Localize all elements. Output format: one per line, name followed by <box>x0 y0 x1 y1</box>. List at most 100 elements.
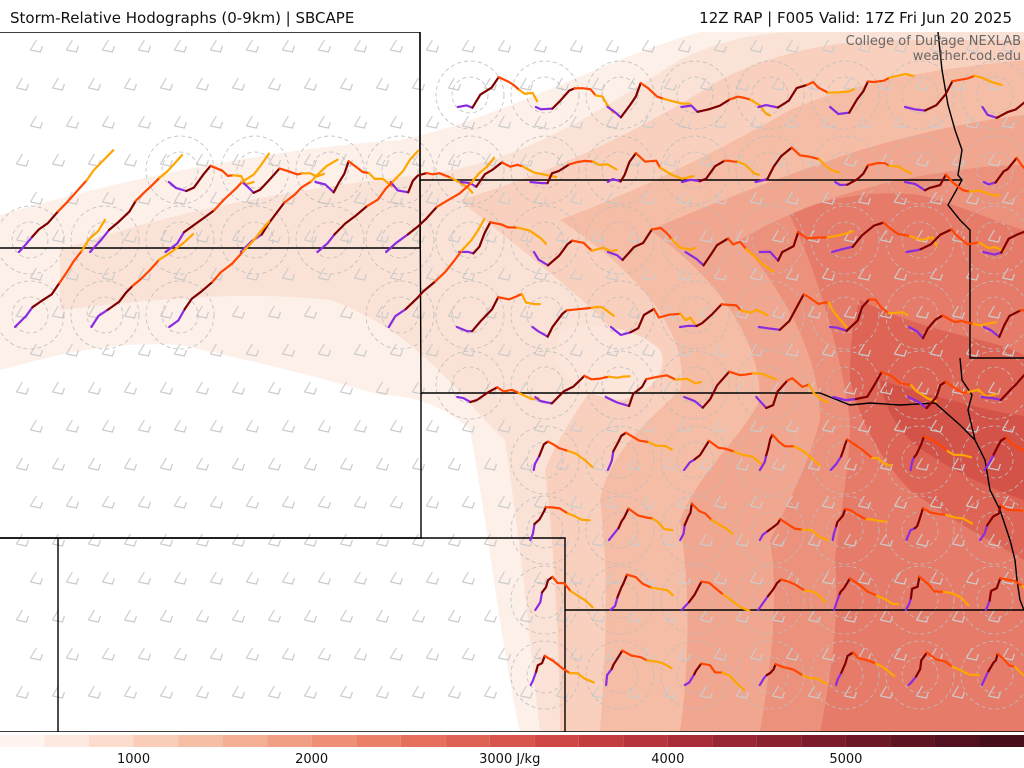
wind-barb <box>281 647 295 661</box>
wind-barb <box>483 609 497 623</box>
wind-barb <box>281 39 295 53</box>
range-ring <box>810 280 880 350</box>
wind-barb <box>303 77 317 91</box>
hodograph <box>907 380 998 410</box>
hodograph-segment <box>973 74 1003 86</box>
hodograph-segment <box>278 167 304 176</box>
range-ring <box>676 441 714 479</box>
wind-barb <box>497 495 511 509</box>
range-ring <box>901 441 939 479</box>
wind-barb <box>785 267 799 281</box>
hodograph <box>982 230 1024 256</box>
wind-barb <box>209 115 223 129</box>
hodograph <box>609 307 698 337</box>
wind-barb <box>425 343 439 357</box>
wind-barb <box>497 419 511 433</box>
wind-barb <box>101 267 115 281</box>
hodograph-segment <box>921 507 948 516</box>
hodograph <box>758 663 828 687</box>
range-ring <box>601 511 639 549</box>
range-ring <box>526 581 564 619</box>
hodograph-segment <box>650 586 674 597</box>
hodograph-segment <box>942 590 970 607</box>
hodograph-segment <box>489 221 519 229</box>
wind-barb <box>641 39 655 53</box>
hodograph-segment <box>627 378 648 408</box>
range-ring <box>381 221 419 259</box>
hodograph-segment <box>846 164 870 186</box>
wind-barb <box>843 305 857 319</box>
wind-barb <box>411 229 425 243</box>
map-area[interactable] <box>0 32 1024 732</box>
hodograph-segment <box>496 386 521 395</box>
hodograph-segment <box>777 231 800 262</box>
hodograph-segment <box>848 80 869 114</box>
hodograph-segment <box>569 589 594 609</box>
wind-barb <box>1001 647 1015 661</box>
wind-barb <box>303 685 317 699</box>
hodograph-segment <box>950 228 981 246</box>
wind-barb <box>15 381 29 395</box>
wind-barb <box>15 685 29 699</box>
wind-barb <box>641 191 655 205</box>
wind-barb <box>353 343 367 357</box>
hodograph <box>905 228 1005 254</box>
colorbar-segment <box>712 735 757 747</box>
hodograph-segment <box>875 662 896 678</box>
hodograph-segment <box>590 305 615 317</box>
wind-barb <box>29 571 43 585</box>
wind-barb <box>281 571 295 585</box>
hodograph-segment <box>592 160 618 171</box>
hodograph <box>314 160 393 194</box>
wind-barb <box>533 571 547 585</box>
wind-barb <box>627 533 641 547</box>
wind-barb <box>231 153 245 167</box>
hodograph-segment <box>621 228 654 261</box>
wind-barb <box>951 457 965 471</box>
wind-barb <box>87 609 101 623</box>
hodograph-segment <box>662 97 691 105</box>
wind-barb <box>303 457 317 471</box>
wind-barb <box>605 267 619 281</box>
range-ring <box>826 151 864 189</box>
colorbar-segment <box>890 735 935 747</box>
range-ring <box>826 656 864 694</box>
wind-barb <box>771 609 785 623</box>
wind-barb <box>101 647 115 661</box>
range-ring <box>585 280 655 350</box>
wind-barb <box>101 419 115 433</box>
range-ring <box>976 221 1014 259</box>
range-ring <box>810 565 880 635</box>
wind-barb <box>713 191 727 205</box>
wind-barb <box>65 115 79 129</box>
hodograph-segment <box>540 575 554 594</box>
hodograph-segment <box>609 596 619 612</box>
cape-contour <box>555 326 663 400</box>
hodograph-segment <box>670 238 697 251</box>
hodograph-segment <box>332 160 350 194</box>
hodograph-segment <box>529 522 536 542</box>
range-ring <box>220 205 290 275</box>
wind-barb <box>929 191 943 205</box>
wind-barb <box>699 77 713 91</box>
hodograph-segment <box>533 506 547 525</box>
wind-barb <box>915 533 929 547</box>
hodograph-segment <box>844 507 868 521</box>
hodograph-segment <box>982 250 1003 256</box>
hodograph-segment <box>710 518 734 535</box>
wind-barb <box>303 609 317 623</box>
wind-barb <box>555 229 569 243</box>
wind-barb <box>713 647 727 661</box>
hodograph-segment <box>573 87 597 97</box>
wind-barb <box>195 685 209 699</box>
hodograph <box>981 101 1024 119</box>
range-ring <box>585 495 655 565</box>
wind-barb <box>677 343 691 357</box>
hodograph-segment <box>830 245 854 254</box>
range-ring <box>86 221 124 259</box>
wind-barb <box>317 267 331 281</box>
hodograph-segment <box>567 449 594 469</box>
hodograph <box>534 374 631 405</box>
wind-barb <box>51 533 65 547</box>
wind-barb <box>173 343 187 357</box>
